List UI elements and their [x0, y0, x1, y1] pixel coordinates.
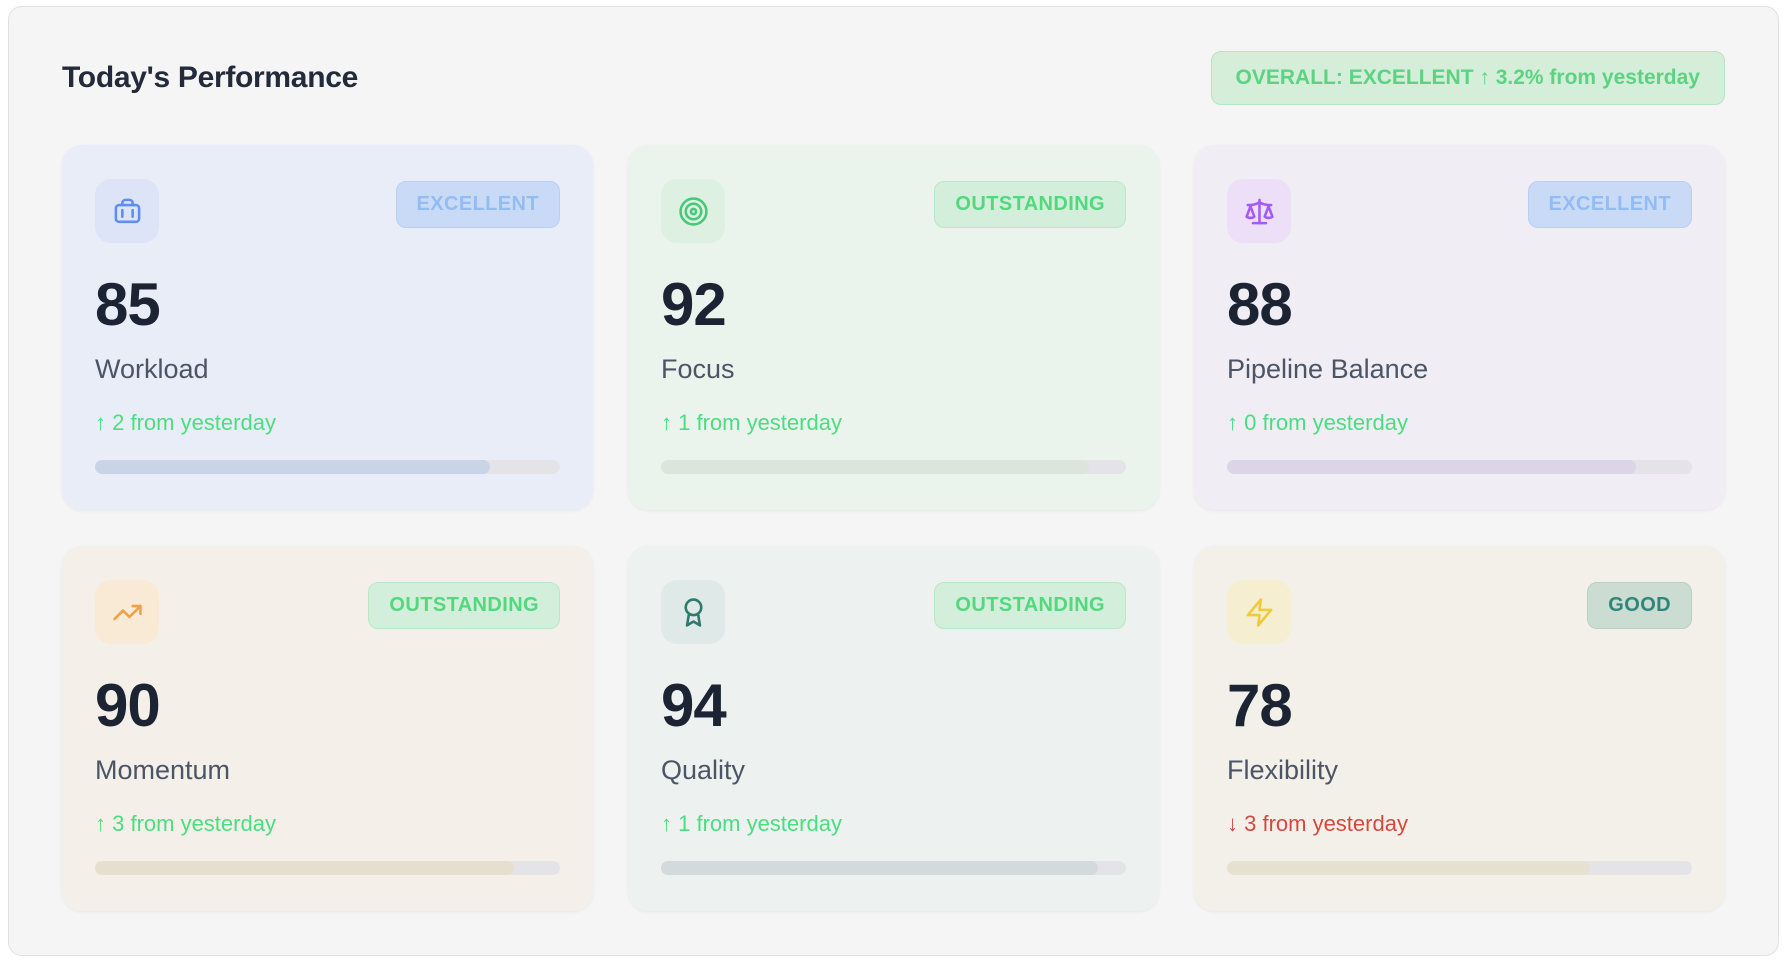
- metric-value: 85: [95, 271, 161, 338]
- card-top-row: OUTSTANDING: [95, 580, 560, 644]
- card-top-row: EXCELLENT: [1227, 179, 1692, 243]
- metric-card-focus: OUTSTANDING 92 Focus ↑ 1 from yesterday: [628, 145, 1159, 510]
- metric-label: Workload: [95, 354, 209, 384]
- metric-value: 90: [95, 672, 161, 739]
- metric-delta: ↓ 3 from yesterday: [1227, 811, 1408, 836]
- metric-card-momentum: OUTSTANDING 90 Momentum ↑ 3 from yesterd…: [62, 546, 593, 911]
- metric-label: Quality: [661, 755, 746, 785]
- metric-card-flexibility: GOOD 78 Flexibility ↓ 3 from yesterday: [1194, 546, 1725, 911]
- status-badge: OUTSTANDING: [368, 582, 560, 629]
- progress-bar: [661, 460, 1126, 474]
- briefcase-icon: [95, 179, 159, 243]
- progress-bar: [95, 861, 560, 875]
- metric-value: 94: [661, 672, 727, 739]
- progress-fill: [95, 460, 491, 474]
- metric-delta: ↑ 3 from yesterday: [95, 811, 276, 836]
- zap-icon: [1227, 580, 1291, 644]
- progress-bar: [1227, 861, 1692, 875]
- card-top-row: GOOD: [1227, 580, 1692, 644]
- metric-label: Focus: [661, 354, 735, 384]
- progress-fill: [1227, 861, 1590, 875]
- card-top-row: OUTSTANDING: [661, 580, 1126, 644]
- progress-fill: [661, 460, 1089, 474]
- status-badge: GOOD: [1587, 582, 1692, 629]
- card-top-row: OUTSTANDING: [661, 179, 1126, 243]
- metric-label: Flexibility: [1227, 755, 1339, 785]
- progress-fill: [661, 861, 1099, 875]
- target-icon: [661, 179, 725, 243]
- metric-value: 88: [1227, 271, 1293, 338]
- page-title: Today's Performance: [62, 61, 358, 94]
- status-badge: OUTSTANDING: [934, 582, 1126, 629]
- progress-fill: [1227, 460, 1637, 474]
- metric-value: 78: [1227, 672, 1293, 739]
- metric-label: Momentum: [95, 755, 231, 785]
- performance-panel: Today's Performance OVERALL: EXCELLENT ↑…: [8, 6, 1779, 956]
- overall-status-badge: OVERALL: EXCELLENT ↑ 3.2% from yesterday: [1210, 51, 1725, 105]
- progress-fill: [95, 861, 514, 875]
- metric-card-workload: EXCELLENT 85 Workload ↑ 2 from yesterday: [62, 145, 593, 510]
- metric-label: Pipeline Balance: [1227, 354, 1429, 384]
- status-badge: OUTSTANDING: [934, 181, 1126, 228]
- metric-delta: ↑ 1 from yesterday: [661, 811, 842, 836]
- metric-delta: ↑ 1 from yesterday: [661, 410, 842, 435]
- scale-icon: [1227, 179, 1291, 243]
- trending-up-icon: [95, 580, 159, 644]
- card-top-row: EXCELLENT: [95, 179, 560, 243]
- metric-delta: ↑ 0 from yesterday: [1227, 410, 1408, 435]
- status-badge: EXCELLENT: [1527, 181, 1692, 228]
- metric-card-grid: EXCELLENT 85 Workload ↑ 2 from yesterday…: [62, 145, 1725, 911]
- metric-delta: ↑ 2 from yesterday: [95, 410, 276, 435]
- award-icon: [661, 580, 725, 644]
- status-badge: EXCELLENT: [395, 181, 560, 228]
- progress-bar: [1227, 460, 1692, 474]
- metric-card-quality: OUTSTANDING 94 Quality ↑ 1 from yesterda…: [628, 546, 1159, 911]
- progress-bar: [95, 460, 560, 474]
- metric-value: 92: [661, 271, 727, 338]
- metric-card-pipeline-balance: EXCELLENT 88 Pipeline Balance ↑ 0 from y…: [1194, 145, 1725, 510]
- progress-bar: [661, 861, 1126, 875]
- panel-header: Today's Performance OVERALL: EXCELLENT ↑…: [9, 7, 1778, 105]
